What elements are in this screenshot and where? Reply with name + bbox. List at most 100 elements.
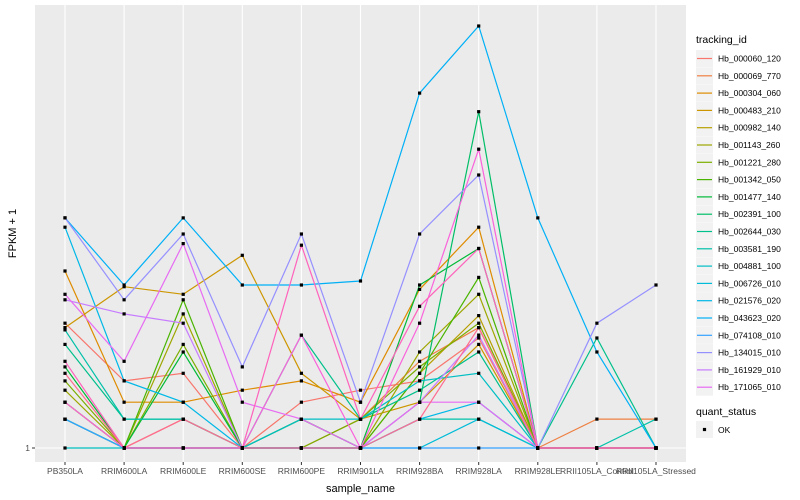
data-point [477,446,481,450]
quant-status-legend-title: quant_status [696,406,756,418]
data-point [63,388,67,392]
tracking-id-legend: tracking_id Hb_000060_120Hb_000069_770Hb… [696,34,781,396]
data-point [122,298,126,302]
legend-label: Hb_074108_010 [718,330,781,340]
data-point [122,400,126,404]
legend-label: Hb_002644_030 [718,227,781,237]
data-point [240,283,244,287]
data-point [477,314,481,318]
data-point [477,350,481,354]
data-point [63,326,67,330]
legend-label: Hb_004881_100 [718,261,781,271]
x-tick-label: RRIM600LE [160,466,207,476]
data-point [418,417,422,421]
x-tick-label: RRIM600PE [278,466,326,476]
data-point [299,400,303,404]
data-point [477,24,481,28]
data-point [595,417,599,421]
data-point [63,446,67,450]
data-point [181,321,185,325]
data-point [181,342,185,346]
data-point [477,326,481,330]
data-point [418,359,422,363]
data-point [181,417,185,421]
data-point [418,365,422,369]
data-point [122,417,126,421]
legend-label: Hb_001221_280 [718,157,781,167]
data-point [181,312,185,316]
data-point [477,110,481,114]
data-point [418,321,422,325]
data-point [181,242,185,246]
legend-label: Hb_043623_020 [718,313,781,323]
data-point [63,400,67,404]
data-point [477,333,481,337]
data-point [299,371,303,375]
data-point [299,417,303,421]
data-point [181,232,185,236]
data-point [299,243,303,247]
data-point [63,269,67,273]
data-point [299,333,303,337]
data-point [536,216,540,220]
data-point [654,446,658,450]
data-point [477,225,481,229]
legend-label: Hb_134015_010 [718,348,781,358]
data-point [63,342,67,346]
plot-panel [35,5,686,462]
data-point [477,246,481,251]
x-tick-label: RRII105LA_Control [560,466,634,476]
quant-status-legend: quant_status OK [696,406,756,438]
y-axis-title: FPKM + 1 [7,209,19,258]
data-point [299,379,303,383]
data-point [299,283,303,287]
data-point [358,417,363,421]
quant-status-point-icon [702,427,707,432]
data-point [181,292,185,296]
data-point [240,446,244,450]
data-point [63,216,67,220]
data-point [63,379,67,383]
data-point [477,371,481,375]
data-point [477,336,481,340]
data-point [240,365,244,369]
x-axis: PB350LA RRIM600LA RRIM600LE RRIM600SE RRIM60… [47,462,696,476]
data-point [418,446,422,450]
data-point [477,321,481,325]
data-point [299,446,303,450]
data-point [654,283,658,287]
data-point [477,275,481,279]
data-point [418,287,422,291]
data-points [63,24,658,450]
x-tick-label: RRIM901LA [337,466,384,476]
data-point [122,359,126,363]
data-point [122,285,126,289]
data-point [63,225,67,229]
legend-label: Hb_000982_140 [718,123,781,133]
data-point [418,350,422,354]
legend-label: Hb_006726_010 [718,278,781,288]
data-point [418,91,422,95]
legend-label: Hb_000304_060 [718,88,781,98]
quant-status-legend-label: OK [718,425,731,435]
data-point [122,446,126,450]
data-point [63,321,67,325]
data-point [595,446,599,450]
y-axis: 1 [25,443,35,453]
data-point [477,173,481,177]
data-point [358,279,363,283]
data-point [63,359,67,363]
data-point [240,388,244,392]
legend-label: Hb_001477_140 [718,192,781,202]
data-point [181,350,185,354]
x-tick-label: RRIM600LA [101,466,148,476]
legend-label: Hb_000483_210 [718,105,781,115]
data-point [418,388,422,392]
x-tick-label: RRIM928LA [456,466,503,476]
data-point [595,350,599,354]
legend-title: tracking_id [696,34,747,46]
data-point [181,371,185,375]
data-point [122,283,126,287]
legend-label: Hb_161929_010 [718,365,781,375]
